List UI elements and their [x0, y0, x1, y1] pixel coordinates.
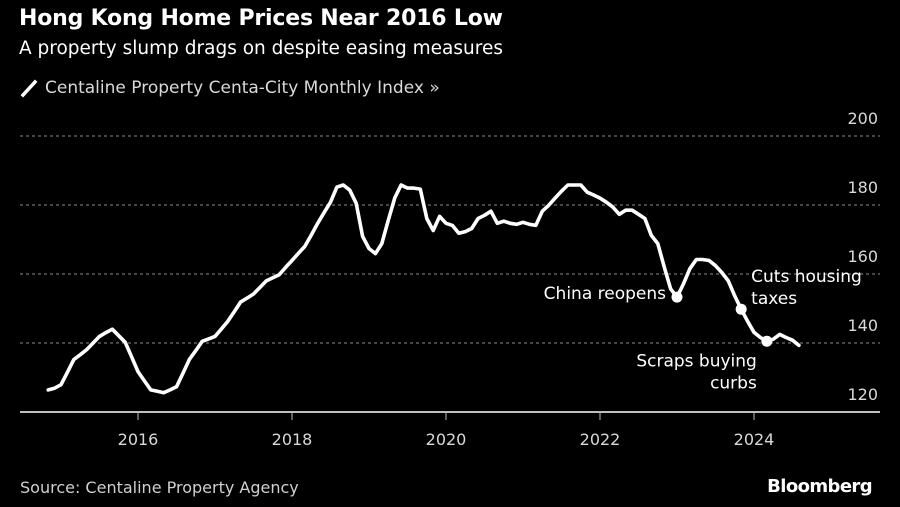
chart-subtitle: A property slump drags on despite easing…	[19, 38, 503, 59]
y-tick-label: 140	[847, 316, 878, 335]
y-tick-label: 200	[847, 109, 878, 128]
source-note: Source: Centaline Property Agency	[20, 478, 299, 497]
annotation-label: Cuts housing	[751, 267, 862, 287]
legend-label: Centaline Property Centa-City Monthly In…	[45, 78, 440, 98]
x-tick-label: 2024	[734, 430, 775, 449]
annotation-dot	[671, 291, 683, 303]
y-tick-label: 160	[847, 247, 878, 266]
x-tick-label: 2022	[580, 430, 621, 449]
y-tick-label: 180	[847, 178, 878, 197]
line-legend-icon	[19, 78, 39, 98]
annotation-label: curbs	[710, 373, 757, 393]
annotation-label: taxes	[751, 289, 797, 309]
gridlines	[20, 135, 880, 344]
annotation-dot	[735, 303, 747, 315]
x-tick-label: 2018	[272, 430, 313, 449]
annotation-label: Scraps buying	[636, 351, 757, 371]
legend[interactable]: Centaline Property Centa-City Monthly In…	[19, 78, 440, 98]
y-tick-label: 120	[847, 385, 878, 404]
annotation-label: China reopens	[544, 284, 666, 304]
bloomberg-logo: Bloomberg	[767, 476, 872, 497]
chart-title: Hong Kong Home Prices Near 2016 Low	[19, 6, 503, 31]
x-tick-label: 2016	[118, 430, 159, 449]
x-tick-label: 2020	[426, 430, 467, 449]
annotation-dot	[761, 335, 773, 347]
x-axis: 2016 2018 2020 2022 2024	[20, 411, 880, 449]
y-axis: 120 140 160 180 200	[847, 109, 878, 404]
